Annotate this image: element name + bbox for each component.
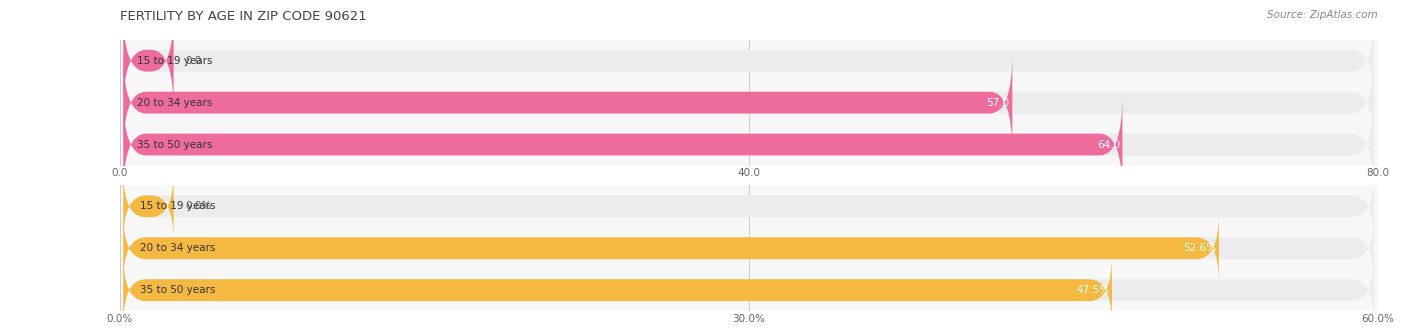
- FancyBboxPatch shape: [124, 95, 1374, 194]
- FancyBboxPatch shape: [124, 172, 1374, 241]
- Text: 64.0: 64.0: [1097, 140, 1121, 150]
- FancyBboxPatch shape: [124, 256, 1374, 325]
- Text: 15 to 19 years: 15 to 19 years: [141, 201, 215, 211]
- Text: 15 to 19 years: 15 to 19 years: [138, 56, 212, 66]
- Text: 20 to 34 years: 20 to 34 years: [141, 243, 215, 253]
- Text: 0.0: 0.0: [186, 56, 201, 66]
- Text: 20 to 34 years: 20 to 34 years: [138, 98, 212, 108]
- FancyBboxPatch shape: [124, 11, 1374, 110]
- Text: 0.0%: 0.0%: [186, 201, 211, 211]
- FancyBboxPatch shape: [124, 214, 1374, 283]
- FancyBboxPatch shape: [124, 95, 1122, 194]
- FancyBboxPatch shape: [124, 53, 1012, 152]
- FancyBboxPatch shape: [124, 53, 1374, 152]
- FancyBboxPatch shape: [124, 11, 173, 110]
- FancyBboxPatch shape: [124, 172, 173, 241]
- Text: 35 to 50 years: 35 to 50 years: [138, 140, 212, 150]
- Text: 52.6%: 52.6%: [1184, 243, 1216, 253]
- Text: FERTILITY BY AGE IN ZIP CODE 90621: FERTILITY BY AGE IN ZIP CODE 90621: [120, 10, 366, 23]
- Text: 57.0: 57.0: [987, 98, 1010, 108]
- Text: Source: ZipAtlas.com: Source: ZipAtlas.com: [1267, 10, 1378, 20]
- FancyBboxPatch shape: [124, 256, 1112, 325]
- FancyBboxPatch shape: [124, 214, 1219, 283]
- Text: 47.5%: 47.5%: [1077, 285, 1109, 295]
- Text: 35 to 50 years: 35 to 50 years: [141, 285, 215, 295]
